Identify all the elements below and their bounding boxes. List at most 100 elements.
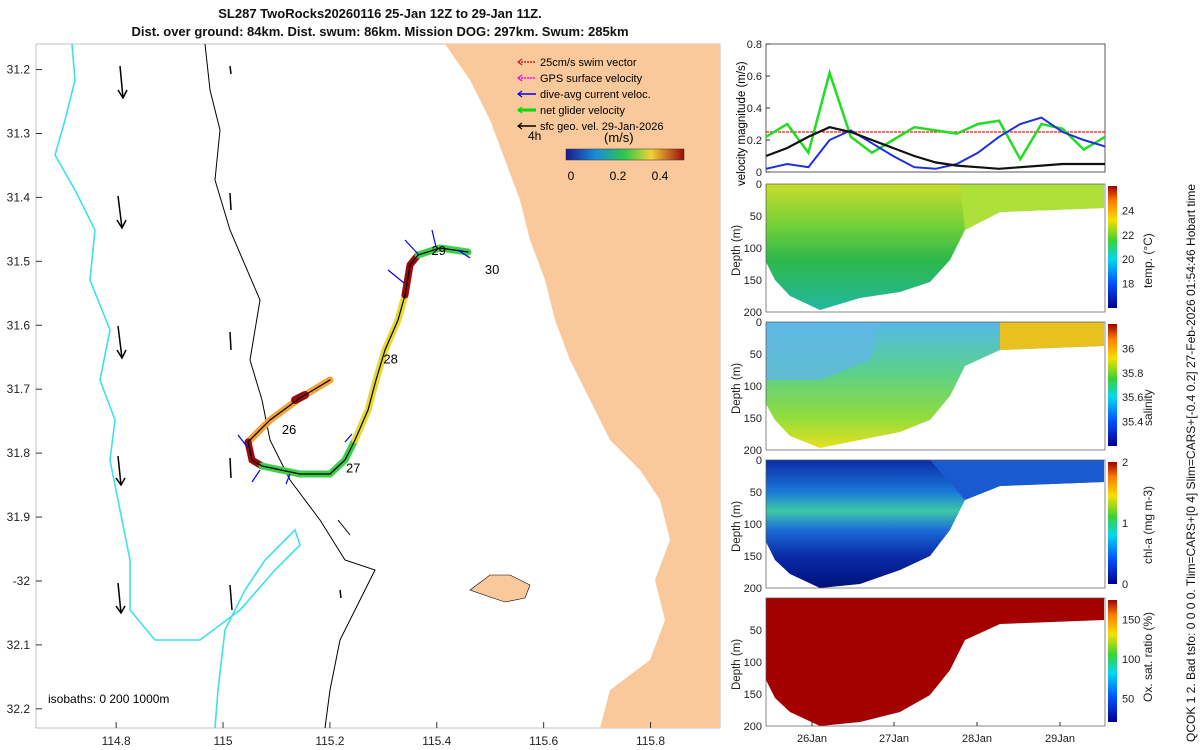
isobath-200m [204, 43, 376, 729]
section-2-ylabel: Depth (m) [731, 501, 743, 552]
isobath-caption: isobaths: 0 200 1000m [48, 692, 169, 706]
day-label-3: 29 [431, 243, 445, 258]
section-0-cbar-tick-3: 24 [1122, 205, 1134, 217]
map-ytick-label-7: 31.9 [7, 510, 31, 524]
vel-ytick-label-3: 0.6 [747, 71, 762, 83]
section-0-depth-4: 200 [744, 307, 762, 319]
map-legend: 25cm/s swim vector GPS surface velocity di… [517, 57, 685, 183]
map-xtick-label-2: 115.2 [315, 734, 344, 748]
time-tick-label-0: 26Jan [797, 733, 827, 745]
section-0-cbar-tick-1: 20 [1122, 254, 1134, 266]
day-label-1: 27 [346, 460, 360, 475]
section-3-cbar-tick-1: 100 [1122, 654, 1140, 666]
section-1-depth-4: 200 [744, 445, 762, 457]
section-1-ylabel: Depth (m) [731, 363, 743, 414]
time-tick-label-1: 27Jan [879, 733, 909, 745]
day-label-2: 28 [383, 352, 397, 367]
section-2-depth-4: 200 [744, 583, 762, 595]
section-1-depth-3: 150 [744, 413, 762, 425]
map-ytick-label-1: 31.3 [7, 126, 31, 140]
section-3-depth-3: 200 [744, 721, 762, 733]
section-1-cbar-tick-1: 35.6 [1122, 392, 1143, 404]
vel-series-2 [765, 116, 1106, 170]
section-0-colorbar [1108, 186, 1117, 308]
section-0-depth-1: 50 [750, 211, 762, 223]
day-label-0: 26 [282, 422, 296, 437]
legend-label-3: net glider velocity [540, 105, 625, 117]
section-2-cbar-label: chl-a (mg m-3) [1141, 486, 1155, 564]
vel-series-1 [765, 68, 1106, 162]
section-frame-2 [765, 459, 1106, 589]
map-ytick-label-0: 31.2 [7, 63, 31, 77]
section-3-ylabel: Depth (m) [731, 639, 743, 690]
map-panel [35, 43, 721, 729]
legend-4h: 4h [528, 129, 541, 143]
map-xtick-label-5: 115.8 [636, 734, 665, 748]
section-2-cbar-tick-2: 2 [1122, 457, 1128, 469]
cbar-tick-1: 0.2 [610, 169, 627, 183]
map-ytick-label-5: 31.7 [7, 382, 31, 396]
map-xtick-label-3: 115.4 [422, 734, 451, 748]
map-ytick-label-4: 31.6 [7, 318, 31, 332]
section-3-depth-2: 150 [744, 689, 762, 701]
section-frame-1 [765, 321, 1106, 451]
section-0-depth-3: 150 [744, 275, 762, 287]
section-3-cbar-tick-2: 150 [1122, 615, 1140, 627]
track-centerline [247, 247, 469, 475]
section-1-depth-1: 50 [750, 349, 762, 361]
vel-ytick-label-2: 0.4 [747, 103, 762, 115]
section-0-ylabel: Depth (m) [731, 225, 743, 276]
isobath-1000m [54, 43, 301, 729]
section-1-cbar-label: salinity [1141, 389, 1155, 426]
cbar-tick-0: 0 [568, 169, 575, 183]
speed-colorbar [565, 148, 685, 161]
figure-title-line2: Dist. over ground: 84km. Dist. swum: 86k… [131, 24, 629, 39]
map-ytick-label-10: 32.2 [7, 702, 31, 716]
section-3-cbar-label: Ox. sat. ratio (%) [1141, 612, 1155, 702]
section-1-cbar-tick-2: 35.8 [1122, 368, 1143, 380]
section-0-cbar-label: temp. (°C) [1141, 233, 1155, 288]
vel-ytick-label-4: 0.8 [747, 39, 762, 51]
vel-ytick-label-0: 0 [756, 167, 762, 179]
map-day-group: 26 27 28 29 30 [282, 243, 500, 475]
section-axes: 0 50 100 150 200 Depth (m) 0 50 100 150 200 Depth (… [731, 179, 1106, 733]
map-xtick-label-0: 114.8 [102, 734, 131, 748]
section-2-depth-1: 50 [750, 487, 762, 499]
map-ytick-label-3: 31.5 [7, 254, 31, 268]
time-tick-label-2: 28Jan [962, 733, 992, 745]
colorbar-title: (m/s) [604, 130, 634, 145]
velocity-ylabel: velocity magnitude (m/s) [736, 61, 748, 186]
velocity-panel: 0 0.2 0.4 0.6 0.8 velocity magnitude (m/s) [736, 39, 1106, 186]
section-1-cbar-tick-3: 36 [1122, 343, 1134, 355]
vel-series-3 [765, 126, 1105, 170]
map-axes: 114.8 115 115.2 115.4 115.6 115.8 31.2 31.3 31.4… [7, 63, 666, 748]
section-frame-0 [765, 183, 1106, 313]
section-2-cbar-tick-0: 0 [1122, 579, 1128, 591]
day-label-4: 30 [485, 262, 499, 277]
oxygen-section [766, 598, 1104, 726]
section-3-depth-0: 50 [750, 625, 762, 637]
temperature-section [766, 184, 1104, 310]
map-ytick-label-6: 31.8 [7, 446, 31, 460]
section-2-colorbar [1108, 462, 1117, 584]
time-tick-label-3: 29Jan [1045, 733, 1075, 745]
glider-track [244, 244, 472, 478]
map-ytick-label-8: -32 [13, 574, 31, 588]
legend-label-1: GPS surface velocity [540, 73, 643, 85]
section-2-cbar-tick-1: 1 [1122, 518, 1128, 530]
chlorophyll-section [766, 460, 1104, 588]
section-0-cbar-tick-0: 18 [1122, 279, 1134, 291]
figure-title-line1: SL287 TwoRocks20260116 25-Jan 12Z to 29-… [218, 6, 542, 21]
time-axis: 26Jan 27Jan 28Jan 29Jan [797, 722, 1075, 745]
section-1-depth-0: 0 [756, 317, 762, 329]
section-3-cbar-tick-0: 50 [1122, 693, 1134, 705]
section-frame-3 [765, 597, 1106, 727]
section-1-depth-2: 100 [744, 381, 762, 393]
section-3-colorbar [1108, 600, 1117, 722]
map-xtick-label-4: 115.6 [529, 734, 558, 748]
section-0-depth-2: 100 [744, 243, 762, 255]
map-ytick-label-9: 32.1 [7, 638, 31, 652]
section-2-depth-0: 0 [756, 455, 762, 467]
